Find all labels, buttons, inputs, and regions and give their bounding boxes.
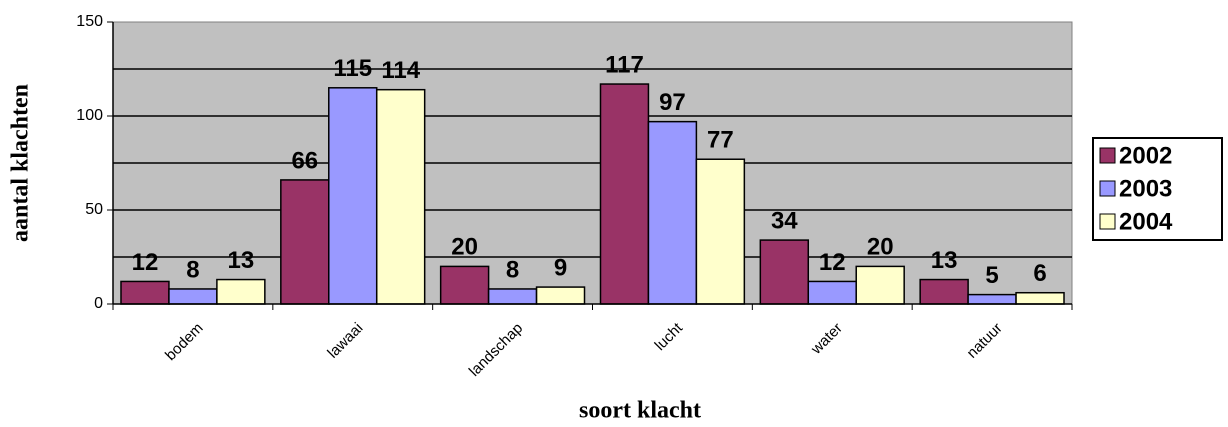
legend-label: 2002 bbox=[1119, 142, 1172, 169]
legend-swatch bbox=[1099, 180, 1116, 197]
legend-label: 2004 bbox=[1119, 208, 1173, 235]
y-axis-title: aantal klachten bbox=[8, 84, 34, 242]
value-label: 8 bbox=[186, 256, 199, 283]
value-label: 12 bbox=[819, 249, 846, 276]
value-label: 9 bbox=[554, 254, 567, 281]
value-label: 115 bbox=[333, 55, 372, 82]
x-tick-label: lawaai bbox=[324, 320, 366, 362]
x-axis-title: soort klacht bbox=[579, 398, 701, 424]
value-label: 66 bbox=[291, 147, 318, 174]
value-label: 77 bbox=[707, 127, 734, 154]
bar bbox=[759, 239, 810, 305]
bar bbox=[120, 280, 170, 305]
y-tick-label: 100 bbox=[76, 107, 103, 124]
y-tick-label: 0 bbox=[94, 295, 103, 312]
bar bbox=[919, 278, 969, 305]
y-tick-label: 150 bbox=[76, 13, 103, 30]
bar bbox=[439, 265, 490, 305]
value-label: 12 bbox=[132, 249, 159, 276]
value-label: 34 bbox=[771, 207, 798, 234]
x-tick-label: landschap bbox=[466, 320, 526, 380]
value-label: 6 bbox=[1033, 260, 1046, 287]
value-label: 117 bbox=[605, 51, 644, 78]
value-label: 97 bbox=[659, 89, 686, 116]
bar bbox=[280, 179, 330, 305]
bar bbox=[328, 87, 378, 305]
x-tick-label: water bbox=[807, 320, 846, 359]
bar bbox=[599, 83, 650, 305]
value-label: 20 bbox=[451, 234, 478, 261]
bar bbox=[1015, 291, 1065, 305]
bar bbox=[168, 288, 218, 305]
bar bbox=[535, 286, 586, 305]
bar bbox=[375, 88, 426, 305]
legend-label: 2003 bbox=[1119, 175, 1172, 202]
x-tick-label: lucht bbox=[652, 319, 687, 354]
bar bbox=[695, 158, 746, 305]
value-label: 13 bbox=[228, 247, 255, 274]
bar bbox=[647, 120, 698, 305]
bar bbox=[855, 265, 905, 305]
value-label: 8 bbox=[506, 256, 519, 283]
y-tick-label: 50 bbox=[85, 201, 103, 218]
x-tick-label: natuur bbox=[964, 320, 1006, 362]
value-label: 5 bbox=[985, 262, 998, 289]
value-label: 13 bbox=[931, 247, 958, 274]
value-label: 20 bbox=[867, 234, 894, 261]
legend-swatch bbox=[1099, 147, 1116, 164]
bar bbox=[807, 280, 857, 305]
bar bbox=[216, 278, 266, 305]
bar bbox=[487, 288, 538, 305]
legend-swatch bbox=[1099, 213, 1116, 230]
bar bbox=[967, 293, 1017, 305]
x-tick-label: bodem bbox=[162, 320, 206, 364]
value-label: 114 bbox=[381, 57, 420, 84]
